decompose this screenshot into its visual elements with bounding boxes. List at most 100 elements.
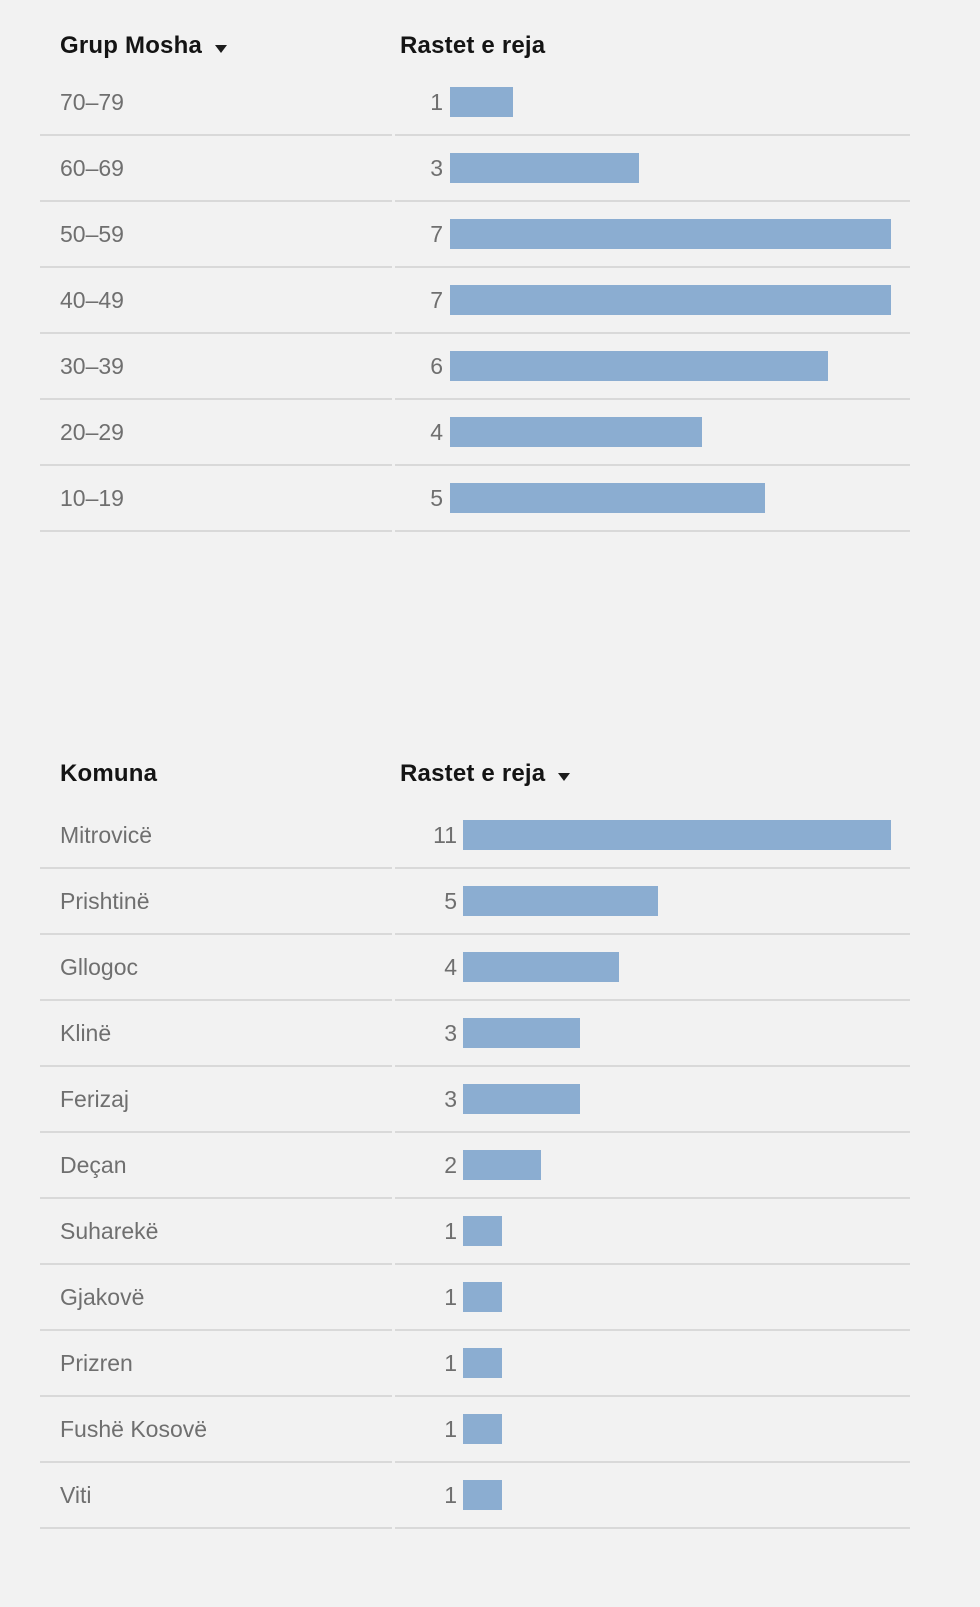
row-value: 6 — [430, 352, 443, 379]
value-bar — [463, 1282, 502, 1312]
value-bar — [450, 285, 891, 315]
age-table-header-value-column[interactable]: Rastet e reja — [395, 22, 910, 70]
bar-track — [450, 219, 891, 249]
value-bar — [463, 1018, 580, 1048]
row-label: 40–49 — [60, 286, 124, 313]
chart-content: Grup Mosha Rastet e reja 70–79 1 60–69 3 — [40, 22, 910, 1529]
row-value: 1 — [444, 1415, 457, 1442]
row-value: 1 — [444, 1349, 457, 1376]
municipality-table-header-label-column[interactable]: Komuna — [40, 745, 392, 803]
table-row: 20–29 4 — [40, 400, 910, 466]
row-label: 30–39 — [60, 352, 124, 379]
value-bar — [450, 87, 513, 117]
bar-track — [463, 1414, 891, 1444]
row-label-cell: Suharekë — [40, 1199, 392, 1265]
row-value: 1 — [444, 1283, 457, 1310]
value-bar — [463, 1348, 502, 1378]
column-title: Komuna — [60, 760, 158, 787]
table-row: Prishtinë 5 — [40, 869, 910, 935]
row-label: 10–19 — [60, 484, 124, 511]
bar-track — [450, 153, 891, 183]
table-row: 30–39 6 — [40, 334, 910, 400]
row-value-cell: 1 — [395, 1331, 910, 1397]
row-label-cell: 20–29 — [40, 400, 392, 466]
bar-track — [463, 886, 891, 916]
bar-track — [463, 820, 891, 850]
row-value-cell: 3 — [395, 136, 910, 202]
row-value-cell: 7 — [395, 268, 910, 334]
row-value-cell: 2 — [395, 1133, 910, 1199]
age-table-header-label-column[interactable]: Grup Mosha — [40, 22, 392, 70]
row-value-cell: 3 — [395, 1001, 910, 1067]
row-label-cell: Prishtinë — [40, 869, 392, 935]
row-value: 5 — [430, 484, 443, 511]
value-bar — [463, 886, 658, 916]
municipality-bar-table: Komuna Rastet e reja Mitrovicë 11 Prisht… — [40, 745, 910, 1529]
table-row: Suharekë 1 — [40, 1199, 910, 1265]
row-label: Prizren — [60, 1349, 133, 1376]
row-label-cell: Gjakovë — [40, 1265, 392, 1331]
row-label: Klinë — [60, 1019, 112, 1046]
table-row: Fushë Kosovë 1 — [40, 1397, 910, 1463]
age-group-bar-table: Grup Mosha Rastet e reja 70–79 1 60–69 3 — [40, 22, 910, 532]
row-value: 3 — [444, 1019, 457, 1046]
row-label: Ferizaj — [60, 1085, 130, 1112]
table-row: Klinë 3 — [40, 1001, 910, 1067]
row-label: Deçan — [60, 1151, 127, 1178]
row-value: 1 — [444, 1217, 457, 1244]
bar-track — [450, 483, 891, 513]
table-row: Gjakovë 1 — [40, 1265, 910, 1331]
row-label: Fushë Kosovë — [60, 1415, 208, 1442]
row-value: 1 — [430, 88, 443, 115]
value-bar — [450, 153, 639, 183]
column-title: Rastet e reja — [400, 32, 546, 59]
row-value-cell: 5 — [395, 869, 910, 935]
bar-track — [463, 1018, 891, 1048]
row-value-cell: 6 — [395, 334, 910, 400]
row-label-cell: Fushë Kosovë — [40, 1397, 392, 1463]
row-label: 60–69 — [60, 154, 124, 181]
value-bar — [450, 483, 765, 513]
row-label-cell: 70–79 — [40, 70, 392, 136]
row-value: 1 — [444, 1481, 457, 1508]
row-label-cell: Gllogoc — [40, 935, 392, 1001]
row-label: 70–79 — [60, 88, 124, 115]
row-value-cell: 1 — [395, 1199, 910, 1265]
row-label-cell: Mitrovicë — [40, 803, 392, 869]
value-bar — [463, 952, 619, 982]
table-row: Viti 1 — [40, 1463, 910, 1529]
bar-track — [463, 1150, 891, 1180]
row-value-cell: 3 — [395, 1067, 910, 1133]
row-value: 7 — [430, 220, 443, 247]
table-row: Gllogoc 4 — [40, 935, 910, 1001]
table-row: Mitrovicë 11 — [40, 803, 910, 869]
municipality-table-header-value-column[interactable]: Rastet e reja — [395, 745, 910, 803]
bar-track — [463, 1084, 891, 1114]
row-value-cell: 1 — [395, 1397, 910, 1463]
row-label: Viti — [60, 1481, 92, 1508]
row-label: Gllogoc — [60, 953, 138, 980]
value-bar — [450, 417, 702, 447]
value-bar — [450, 351, 828, 381]
row-value-cell: 1 — [395, 70, 910, 136]
row-value: 7 — [430, 286, 443, 313]
row-value: 5 — [444, 887, 457, 914]
bar-track — [463, 1348, 891, 1378]
table-row: 70–79 1 — [40, 70, 910, 136]
bar-track — [450, 285, 891, 315]
bar-track — [450, 87, 891, 117]
row-label: 20–29 — [60, 418, 124, 445]
row-label-cell: 10–19 — [40, 466, 392, 532]
value-bar — [463, 1084, 580, 1114]
row-label-cell: 30–39 — [40, 334, 392, 400]
row-label-cell: 40–49 — [40, 268, 392, 334]
row-value: 4 — [444, 953, 457, 980]
row-label-cell: Deçan — [40, 1133, 392, 1199]
age-table-header-row: Grup Mosha Rastet e reja — [40, 22, 910, 70]
bar-track — [450, 417, 891, 447]
table-row: Deçan 2 — [40, 1133, 910, 1199]
row-value-cell: 1 — [395, 1265, 910, 1331]
municipality-table-header-row: Komuna Rastet e reja — [40, 745, 910, 803]
row-value: 3 — [430, 154, 443, 181]
row-label-cell: Prizren — [40, 1331, 392, 1397]
